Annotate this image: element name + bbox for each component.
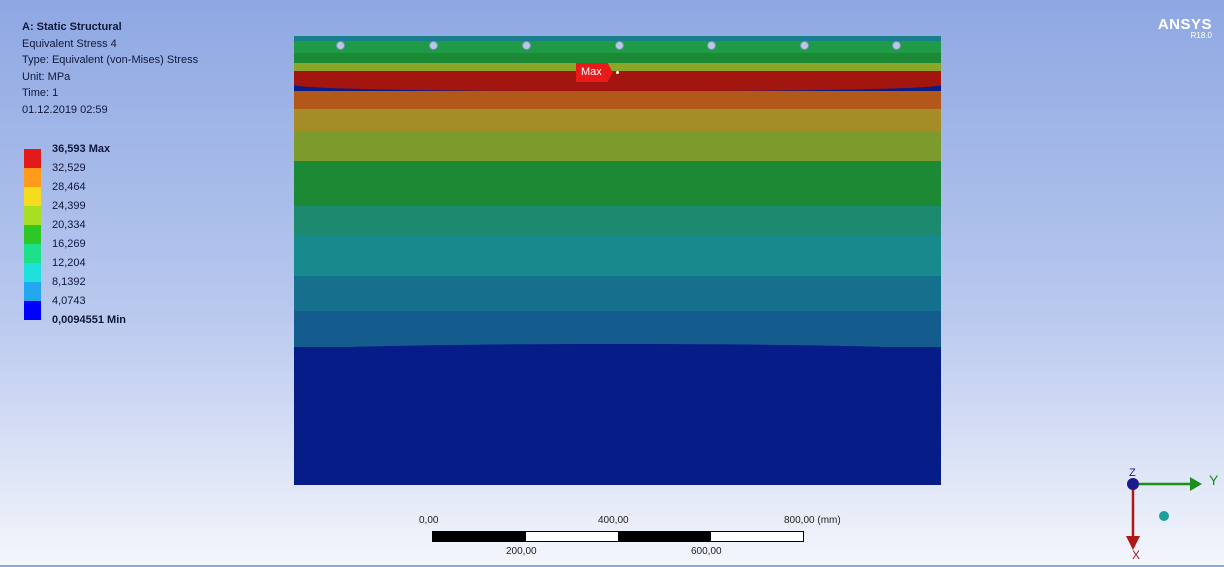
scale-label: 400,00 bbox=[598, 515, 629, 526]
scale-bar-segment bbox=[618, 532, 711, 541]
scale-label: 0,00 bbox=[419, 515, 439, 526]
scale-label: 800,00 (mm) bbox=[784, 515, 841, 526]
legend-label: 20,334 bbox=[52, 219, 86, 231]
z-axis-icon bbox=[1127, 478, 1139, 490]
coordinate-triad[interactable]: Z Y X bbox=[1110, 462, 1224, 562]
scale-bar bbox=[432, 531, 804, 542]
legend-label: 4,0743 bbox=[52, 295, 86, 307]
contour-band bbox=[294, 236, 941, 276]
view-center-icon bbox=[1159, 511, 1169, 521]
ansys-brand: ANSYS bbox=[1157, 16, 1212, 33]
scale-bar-segment bbox=[433, 532, 526, 541]
legend-label: 28,464 bbox=[52, 181, 86, 193]
max-probe-label[interactable]: Max bbox=[576, 63, 613, 82]
legend-swatch bbox=[24, 225, 41, 244]
contour-band bbox=[294, 91, 941, 109]
contour-band bbox=[294, 63, 941, 71]
bolt-point bbox=[800, 41, 809, 50]
result-name: Equivalent Stress 4 bbox=[22, 37, 117, 50]
legend-swatch bbox=[24, 149, 41, 168]
stress-contour-plot[interactable] bbox=[294, 36, 941, 485]
bolt-point bbox=[707, 41, 716, 50]
legend-label: 24,399 bbox=[52, 200, 86, 212]
contour-band bbox=[294, 109, 941, 131]
triad-graphic bbox=[1126, 477, 1202, 550]
legend-swatch bbox=[24, 168, 41, 187]
contour-band bbox=[294, 131, 941, 161]
legend-swatch bbox=[24, 187, 41, 206]
bolt-point bbox=[892, 41, 901, 50]
contour-band bbox=[294, 344, 941, 485]
contour-band bbox=[294, 276, 941, 311]
legend-color-bar bbox=[24, 149, 41, 320]
contour-band bbox=[294, 206, 941, 236]
legend-swatch bbox=[24, 282, 41, 301]
legend-max-label: 36,593 Max bbox=[52, 143, 111, 155]
result-date: 01.12.2019 02:59 bbox=[22, 103, 108, 116]
contour-band bbox=[294, 161, 941, 206]
contour-band bbox=[294, 53, 941, 63]
bolt-point bbox=[615, 41, 624, 50]
legend-label: 32,529 bbox=[52, 162, 86, 174]
legend-swatch bbox=[24, 301, 41, 320]
result-type: Type: Equivalent (von-Mises) Stress bbox=[22, 54, 199, 66]
contour-band bbox=[294, 36, 941, 41]
x-axis-arrow-icon bbox=[1126, 536, 1140, 550]
ansys-logo: ANSYS R18.0 bbox=[1158, 16, 1212, 40]
scale-label: 200,00 bbox=[506, 546, 537, 557]
result-unit: Unit: MPa bbox=[22, 70, 71, 83]
legend-label: 8,1392 bbox=[52, 276, 86, 288]
y-axis-arrow-icon bbox=[1190, 477, 1202, 491]
bolt-point bbox=[336, 41, 345, 50]
y-axis-label: Y bbox=[1209, 472, 1219, 488]
contour-band bbox=[294, 311, 941, 347]
analysis-title: A: Static Structural bbox=[22, 21, 122, 33]
legend-min-label: 0,0094551 Min bbox=[52, 314, 126, 326]
result-info: A: Static Structural Equivalent Stress 4… bbox=[22, 19, 198, 118]
bolt-point bbox=[522, 41, 531, 50]
legend-label: 16,269 bbox=[52, 238, 86, 250]
max-probe-point bbox=[616, 71, 619, 74]
bolt-point bbox=[429, 41, 438, 50]
legend-swatch bbox=[24, 244, 41, 263]
legend-swatch bbox=[24, 263, 41, 282]
legend-label: 12,204 bbox=[52, 257, 86, 269]
x-axis-label: X bbox=[1132, 548, 1141, 562]
ansys-version: R18.0 bbox=[1190, 31, 1212, 40]
scale-label: 600,00 bbox=[691, 546, 722, 557]
contour-band bbox=[294, 71, 941, 91]
z-axis-label: Z bbox=[1129, 467, 1136, 479]
legend-swatch bbox=[24, 206, 41, 225]
result-time: Time: 1 bbox=[22, 87, 59, 99]
